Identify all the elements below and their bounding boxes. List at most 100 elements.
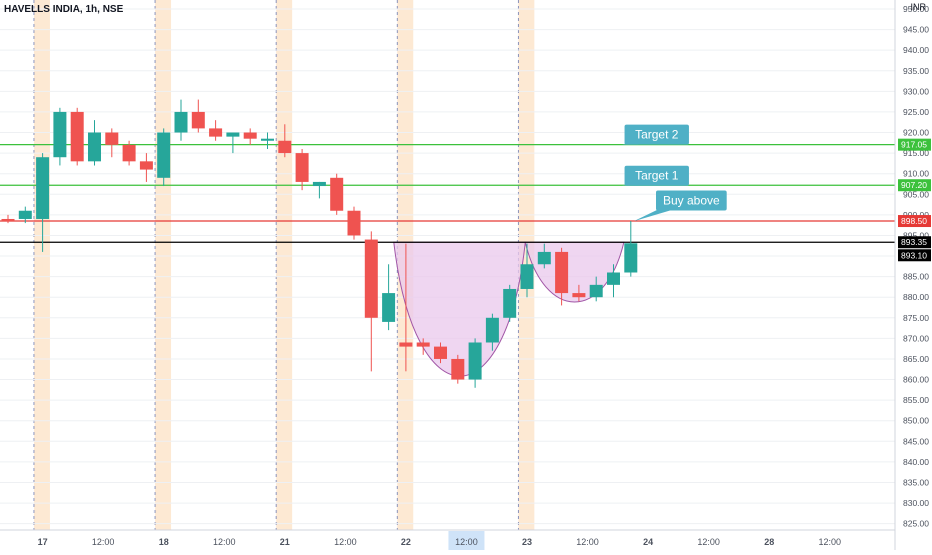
candle-body xyxy=(503,288,517,318)
candle-body xyxy=(416,342,430,347)
callout-box xyxy=(624,124,689,145)
candle-body xyxy=(399,342,413,347)
y-tick-label: 935.00 xyxy=(903,66,929,76)
y-tick-label: 900.00 xyxy=(903,210,929,220)
y-tick-label: 945.00 xyxy=(903,25,929,35)
candle-body xyxy=(122,144,136,162)
currency-unit: INR xyxy=(910,2,927,12)
candle-body xyxy=(105,132,119,145)
candle-body xyxy=(261,138,274,141)
y-tick-label: 885.00 xyxy=(903,272,929,282)
candle-body xyxy=(312,181,326,187)
handle-pattern xyxy=(524,241,625,303)
y-tick-label: 930.00 xyxy=(903,86,929,96)
candle-body xyxy=(243,132,257,139)
candle-body xyxy=(468,342,482,380)
x-tick-label: 12:00 xyxy=(334,537,357,547)
price-tag-label: 907.20 xyxy=(901,180,927,190)
callout-box xyxy=(624,165,689,186)
y-tick-label: 940.00 xyxy=(903,45,929,55)
y-tick-label: 875.00 xyxy=(903,313,929,323)
candle-body xyxy=(330,177,344,211)
candle-body xyxy=(589,284,603,298)
price-tag-label: 893.35 xyxy=(901,237,927,247)
session-band xyxy=(155,0,172,530)
y-tick-label: 855.00 xyxy=(903,395,929,405)
x-tick-label: 12:00 xyxy=(92,537,115,547)
price-tag xyxy=(898,215,931,228)
candle-body xyxy=(226,132,240,137)
x-tick-label: 12:00 xyxy=(455,537,478,547)
callout-box xyxy=(656,190,727,211)
price-tag xyxy=(898,236,931,249)
price-axis xyxy=(895,0,932,550)
candle-body xyxy=(139,161,153,170)
y-tick-label: 830.00 xyxy=(903,498,929,508)
y-tick-label: 835.00 xyxy=(903,477,929,487)
callout-label: Target 2 xyxy=(635,128,679,142)
x-tick-label: 21 xyxy=(280,537,290,547)
candle-body xyxy=(347,210,361,236)
y-tick-label: 910.00 xyxy=(903,169,929,179)
candle-body xyxy=(36,157,50,219)
y-tick-label: 950.00 xyxy=(903,4,929,14)
callout-label: Buy above xyxy=(663,193,720,207)
candle-body xyxy=(88,132,101,162)
candle-body xyxy=(157,132,171,178)
y-tick-label: 850.00 xyxy=(903,416,929,426)
y-tick-label: 880.00 xyxy=(903,292,929,302)
candle-body xyxy=(53,111,67,158)
candle-body xyxy=(278,140,292,154)
candle-body xyxy=(537,251,551,265)
x-tick-label: 12:00 xyxy=(213,537,236,547)
candle-body xyxy=(1,218,15,222)
price-tag xyxy=(898,179,931,192)
session-band xyxy=(276,0,293,530)
y-tick-label: 860.00 xyxy=(903,375,929,385)
session-band xyxy=(33,0,50,530)
y-tick-label: 845.00 xyxy=(903,436,929,446)
price-tag xyxy=(898,138,931,151)
y-tick-label: 915.00 xyxy=(903,148,929,158)
y-tick-label: 925.00 xyxy=(903,107,929,117)
y-tick-label: 905.00 xyxy=(903,189,929,199)
candle-body xyxy=(209,128,223,137)
x-tick-label: 24 xyxy=(643,537,653,547)
candle-body xyxy=(520,264,534,289)
y-tick-label: 920.00 xyxy=(903,128,929,138)
y-tick-label: 865.00 xyxy=(903,354,929,364)
candle-body xyxy=(485,317,499,343)
candle-body xyxy=(434,346,447,359)
callout-pointer xyxy=(634,208,670,222)
candle-body xyxy=(555,251,569,294)
price-tag-label: 898.50 xyxy=(901,216,927,226)
candle-body xyxy=(364,239,378,318)
candle-body xyxy=(572,293,586,298)
x-tick-label: 12:00 xyxy=(576,537,599,547)
last-price-label: 893.10 xyxy=(901,250,927,260)
x-tick-label: 17 xyxy=(38,537,48,547)
y-tick-label: 870.00 xyxy=(903,333,929,343)
candle-body xyxy=(451,358,465,380)
candle-body xyxy=(18,210,32,219)
candle-body xyxy=(174,111,188,133)
x-tick-label: 12:00 xyxy=(697,537,720,547)
x-tick-label: 18 xyxy=(159,537,169,547)
candle-body xyxy=(624,243,638,273)
x-tick-label: 23 xyxy=(522,537,532,547)
callout-label: Target 1 xyxy=(635,169,679,183)
y-tick-label: 825.00 xyxy=(903,519,929,529)
y-tick-label: 895.00 xyxy=(903,230,929,240)
candle-body xyxy=(191,111,205,129)
y-tick-label: 840.00 xyxy=(903,457,929,467)
candle-body xyxy=(607,272,620,285)
x-tick-label: 28 xyxy=(764,537,774,547)
last-price-tag xyxy=(898,249,931,262)
x-tick-label: 12:00 xyxy=(818,537,841,547)
candle-body xyxy=(382,293,396,322)
candle-body xyxy=(70,111,84,162)
chart-title: HAVELLS INDIA, 1h, NSE xyxy=(4,4,124,15)
time-axis-highlight xyxy=(448,531,485,550)
